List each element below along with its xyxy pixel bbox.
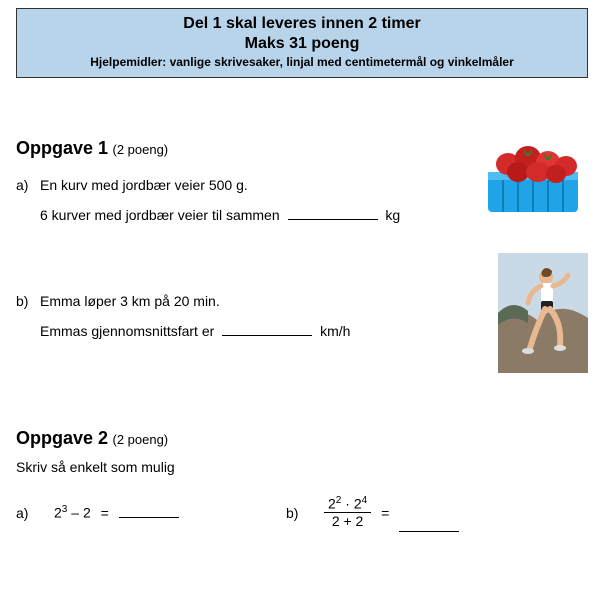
frac-num: 22 · 24 (324, 495, 371, 513)
task-1b-blank (222, 323, 312, 336)
task-1a-unit: kg (385, 207, 400, 223)
task-1b-label: b) (16, 293, 40, 309)
task-2a: a) 23 – 2 = (16, 495, 286, 530)
task-2a-expr: 23 – 2 = (54, 504, 115, 521)
task-2-row: a) 23 – 2 = b) 22 · 24 2 + 2 = (16, 495, 588, 530)
task-1a-label: a) (16, 177, 40, 193)
task-2b-frac: 22 · 24 2 + 2 (324, 495, 371, 530)
task-2-title: Oppgave 2 (16, 428, 108, 448)
header-line-2: Maks 31 poeng (25, 35, 579, 53)
task-1b-unit: km/h (320, 323, 350, 339)
expr-term2: 2 (83, 505, 91, 521)
runner-image (498, 253, 588, 373)
num-base2: 2 (354, 496, 362, 512)
exam-page: Del 1 skal leveres innen 2 timer Maks 31… (0, 0, 604, 580)
num-base1: 2 (328, 496, 336, 512)
num-sup2: 4 (362, 495, 368, 506)
task-1-title: Oppgave 1 (16, 138, 108, 158)
task-1a-blank (288, 207, 378, 220)
task-1b-prefix: Emmas gjennomsnittsfart er (40, 323, 214, 339)
task-2b: b) 22 · 24 2 + 2 = (286, 495, 588, 530)
num-dot: · (341, 496, 353, 512)
header-box: Del 1 skal leveres innen 2 timer Maks 31… (16, 8, 588, 78)
header-line-1: Del 1 skal leveres innen 2 timer (25, 15, 579, 33)
expr-op: – (67, 505, 83, 521)
expr-base1: 2 (54, 505, 62, 521)
task-2: Oppgave 2 (2 poeng) Skriv så enkelt som … (16, 428, 588, 530)
task-1-points: (2 poeng) (112, 142, 168, 157)
strawberry-image (478, 132, 588, 217)
task-1: Oppgave 1 (2 poeng) (16, 138, 588, 398)
task-2-intro: Skriv så enkelt som mulig (16, 459, 588, 475)
task-2a-blank (119, 507, 179, 518)
header-line-3: Hjelpemidler: vanlige skrivesaker, linja… (25, 55, 579, 69)
task-2b-label: b) (286, 505, 310, 521)
task-2a-label: a) (16, 505, 40, 521)
task-1a-prefix: 6 kurver med jordbær veier til sammen (40, 207, 280, 223)
task-2b-eq: = (381, 505, 389, 521)
task-2b-blank (399, 521, 459, 532)
task-2-points: (2 poeng) (112, 432, 168, 447)
frac-den: 2 + 2 (324, 513, 371, 530)
task-2a-eq: = (101, 505, 109, 521)
